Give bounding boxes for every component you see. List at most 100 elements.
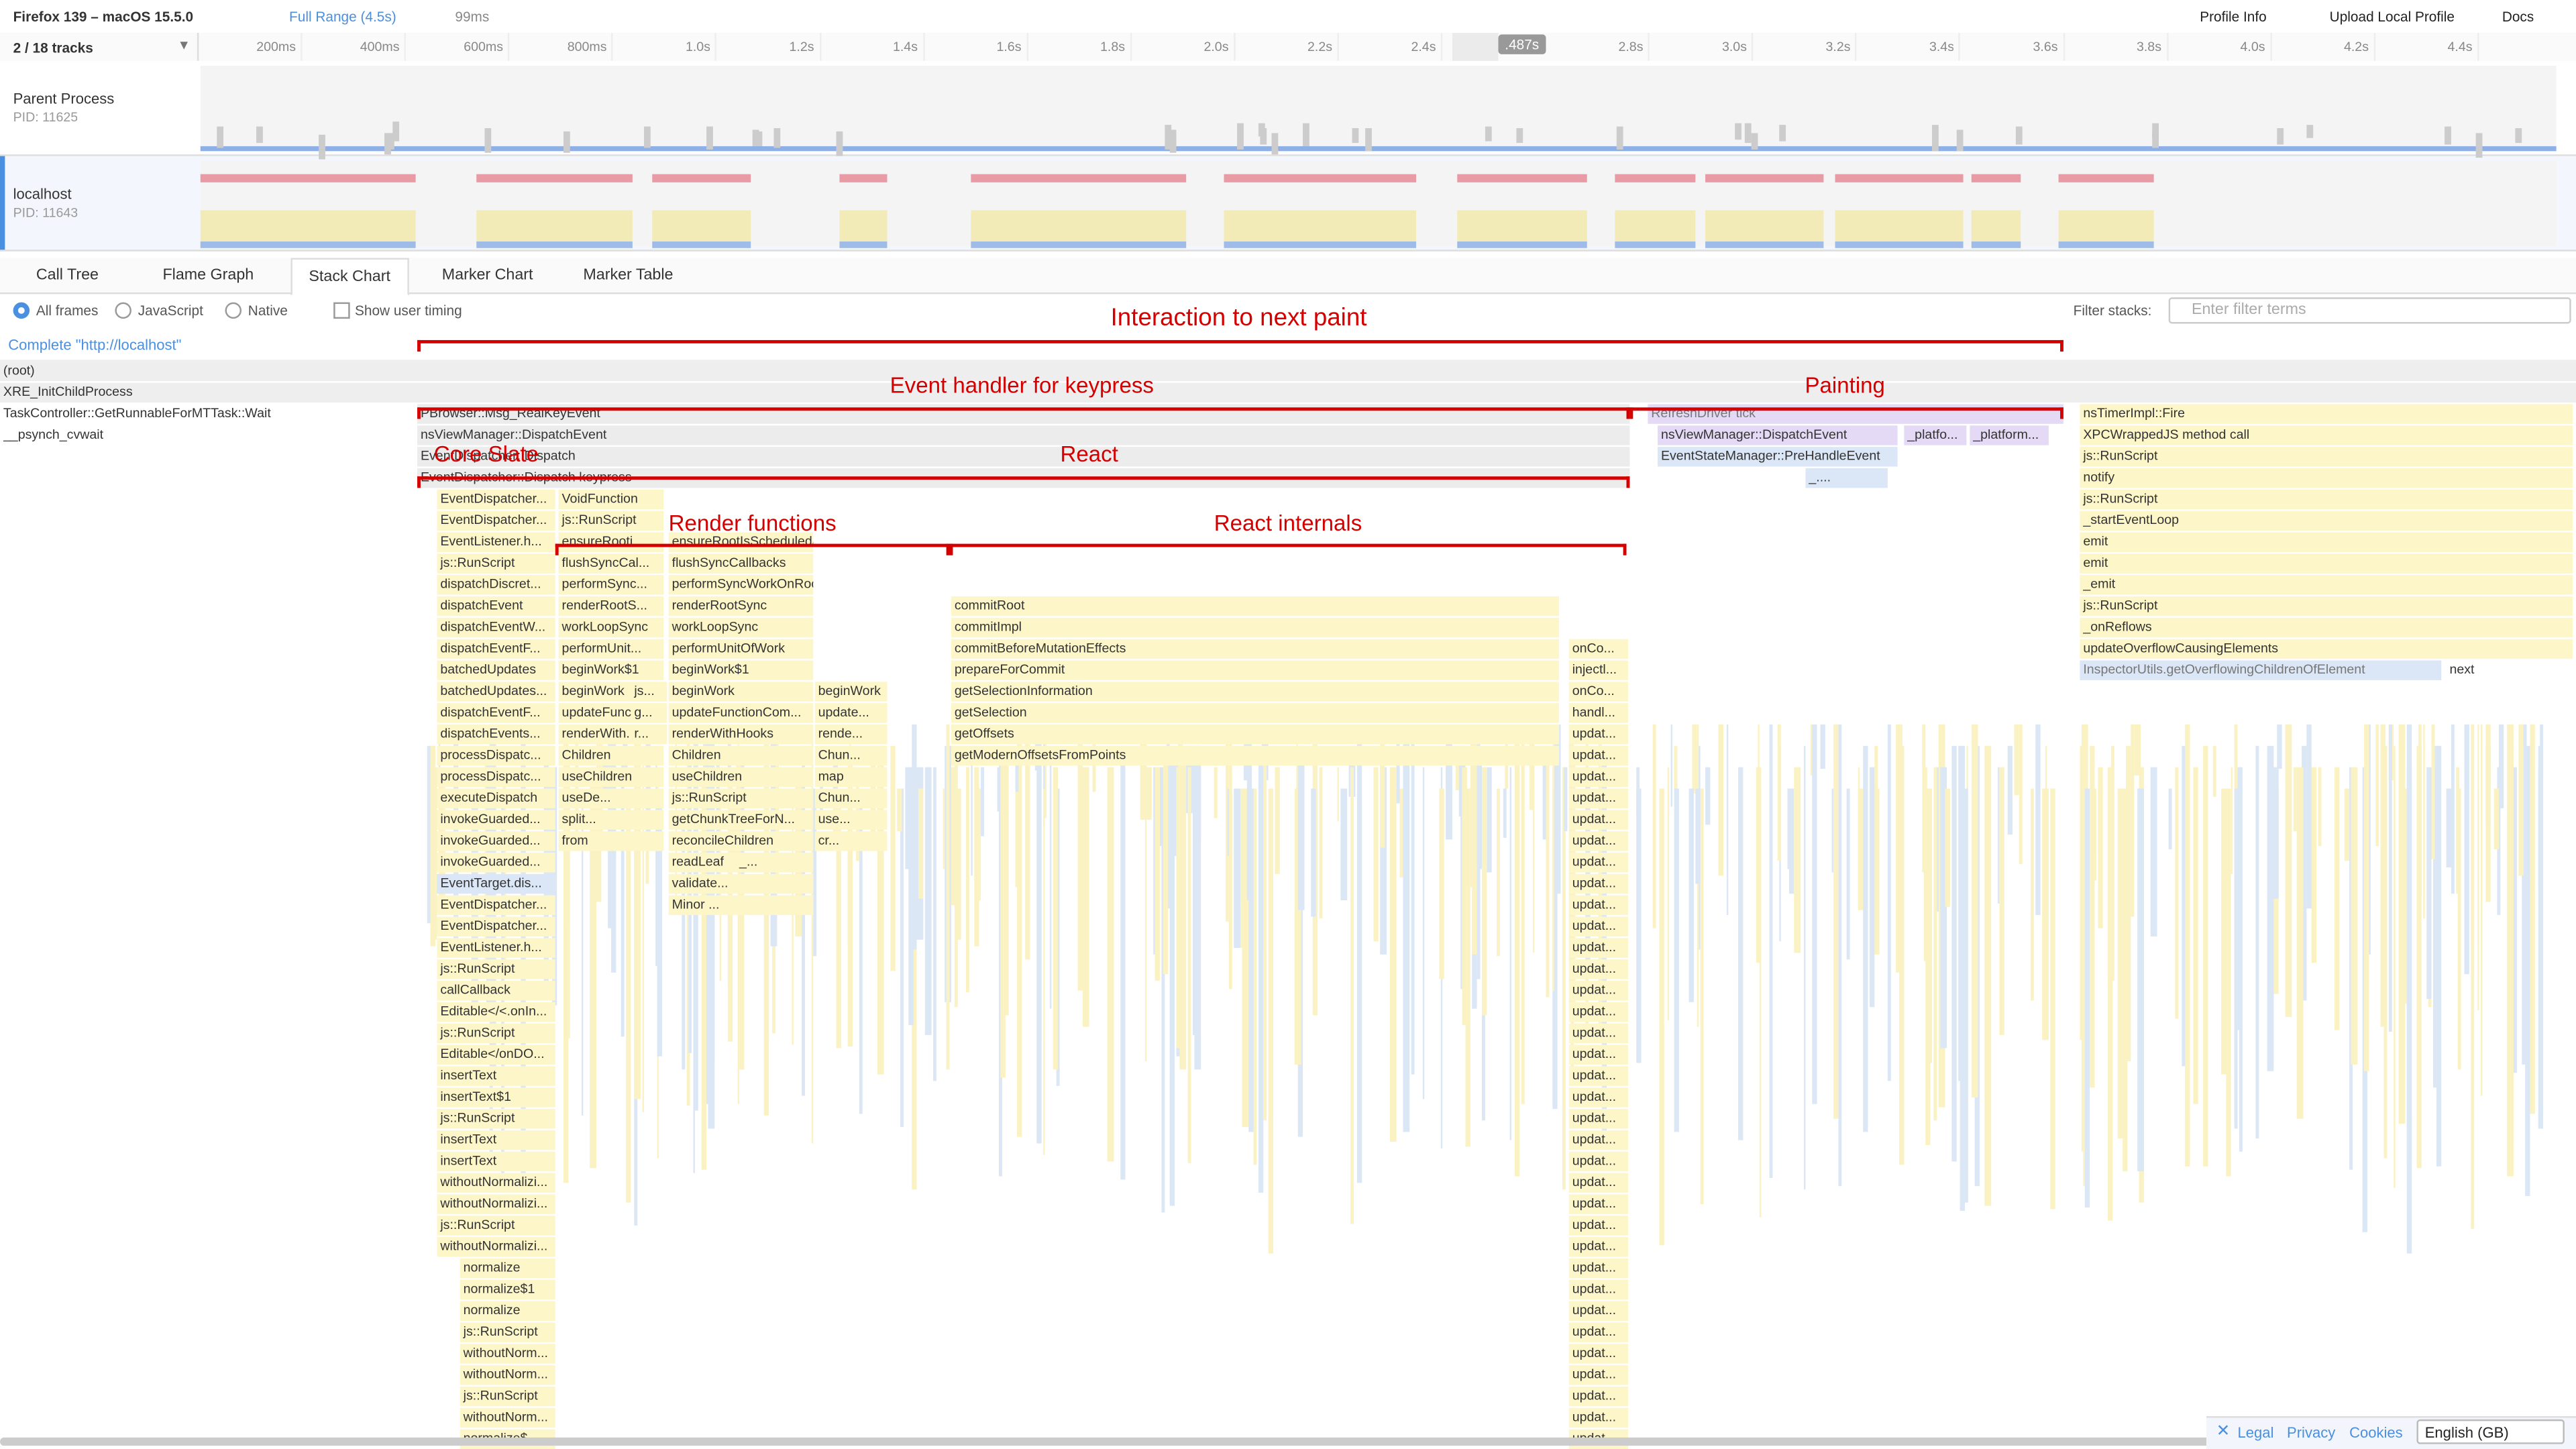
stack-frame[interactable]: EventListener.h... — [437, 938, 555, 958]
stack-frame[interactable]: withoutNorm... — [460, 1365, 555, 1385]
stack-frame[interactable]: _onReflows — [2080, 617, 2573, 638]
stack-frame[interactable]: getSelection — [951, 703, 1560, 723]
radio[interactable] — [13, 302, 30, 319]
stack-frame[interactable]: r... — [631, 724, 667, 745]
language-label[interactable]: English (GB) — [2424, 1424, 2509, 1441]
stack-frame[interactable]: prepareForCommit — [951, 660, 1560, 680]
frame[interactable]: (root) — [3, 363, 35, 378]
stack-frame[interactable]: performSync... — [558, 575, 664, 595]
stack-frame[interactable]: dispatchDiscret... — [437, 575, 555, 595]
stack-frame[interactable]: EventStateManager::PreHandleEvent — [1658, 447, 1898, 467]
stack-frame[interactable]: normalize — [460, 1301, 555, 1321]
stack-frame[interactable]: EventDispatcher... — [437, 895, 555, 916]
stack-frame[interactable]: next — [2446, 660, 2561, 680]
stack-frame[interactable]: updat... — [1568, 853, 1628, 873]
stack-frame[interactable]: notify — [2080, 468, 2573, 488]
stack-frame[interactable]: updat... — [1568, 1194, 1628, 1214]
filter-placeholder[interactable]: Enter filter terms — [2191, 301, 2306, 319]
stack-frame[interactable]: normalize — [460, 1258, 555, 1279]
stack-frame[interactable]: withoutNormalizi... — [437, 1237, 555, 1257]
stack-frame[interactable]: dispatchEvents... — [437, 724, 555, 745]
stack-frame[interactable]: js::RunScript — [668, 788, 814, 808]
stack-frame[interactable]: performUnit... — [558, 639, 664, 659]
stack-frame[interactable]: updat... — [1568, 1066, 1628, 1086]
stack-frame[interactable]: beginWork — [814, 682, 888, 702]
checkbox-label[interactable]: Show user timing — [354, 302, 462, 319]
stack-frame[interactable]: updat... — [1568, 1386, 1628, 1407]
stack-frame[interactable]: js::RunScript — [460, 1386, 555, 1407]
stack-frame[interactable]: batchedUpdates — [437, 660, 555, 680]
stack-frame[interactable]: _.... — [1805, 468, 1888, 488]
radio-label[interactable]: JavaScript — [138, 302, 203, 319]
stack-frame[interactable]: flushSyncCal... — [558, 553, 664, 574]
stack-frame[interactable]: updat... — [1568, 745, 1628, 766]
stack-frame[interactable]: js::RunScript — [2080, 596, 2573, 616]
stack-frame[interactable]: onCo... — [1568, 682, 1628, 702]
stack-frame[interactable]: commitBeforeMutationEffects — [951, 639, 1560, 659]
stack-frame[interactable]: map — [814, 767, 888, 788]
stack-frame[interactable]: _startEventLoop — [2080, 511, 2573, 531]
stack-frame[interactable]: InspectorUtils.getOverflowingChildrenOfE… — [2080, 660, 2442, 680]
stack-frame[interactable]: VoidFunction — [558, 489, 664, 510]
tab[interactable]: Call Tree — [36, 266, 99, 284]
breadcrumb[interactable]: Complete "http://localhost" — [8, 337, 182, 354]
stack-frame[interactable]: insertText — [437, 1066, 555, 1086]
track-name[interactable]: Parent Process — [13, 90, 115, 107]
stack-frame[interactable]: processDispatc... — [437, 767, 555, 788]
radio-label[interactable]: All frames — [36, 302, 99, 319]
tab[interactable]: Marker Table — [583, 266, 674, 284]
stack-frame[interactable]: withoutNorm... — [460, 1344, 555, 1364]
stack-frame[interactable]: updateFunctionCom... — [668, 703, 814, 723]
upload-profile[interactable]: Upload Local Profile — [2329, 8, 2455, 25]
stack-frame[interactable]: Chun... — [814, 745, 888, 766]
stack-frame[interactable]: getOffsets — [951, 724, 1560, 745]
frame[interactable]: XRE_InitChildProcess — [3, 384, 133, 400]
footer-link[interactable]: Cookies — [2349, 1424, 2403, 1441]
stack-frame[interactable]: dispatchEvent — [437, 596, 555, 616]
stack-frame[interactable]: dispatchEventW... — [437, 617, 555, 638]
stack-frame[interactable]: updat... — [1568, 767, 1628, 788]
stack-frame[interactable]: workLoopSync — [668, 617, 814, 638]
stack-frame[interactable]: emit — [2080, 532, 2573, 552]
stack-frame[interactable]: js::RunScript — [460, 1322, 555, 1342]
stack-frame[interactable]: emit — [2080, 553, 2573, 574]
stack-frame[interactable]: updat... — [1568, 1173, 1628, 1193]
stack-frame[interactable]: beginWork — [668, 682, 814, 702]
stack-frame[interactable]: _platfo... — [1904, 425, 1967, 445]
stack-frame[interactable]: renderWithHooks — [668, 724, 814, 745]
profile-info[interactable]: Profile Info — [2200, 8, 2267, 25]
stack-frame[interactable]: executeDispatch — [437, 788, 555, 808]
stack-frame[interactable]: Children — [668, 745, 814, 766]
stack-frame[interactable]: Minor ... — [668, 895, 814, 916]
frame[interactable]: __psynch_cvwait — [3, 427, 104, 442]
stack-frame[interactable]: updat... — [1568, 1407, 1628, 1428]
filter-input[interactable] — [2168, 297, 2571, 324]
stack-frame[interactable]: from — [558, 831, 664, 851]
stack-frame[interactable]: injectl... — [1568, 660, 1628, 680]
stack-frame[interactable]: _platform... — [1970, 425, 2049, 445]
stack-frame[interactable]: cr... — [814, 831, 888, 851]
stack-frame[interactable]: updat... — [1568, 1216, 1628, 1236]
stack-frame[interactable]: g... — [631, 703, 667, 723]
stack-frame[interactable]: updat... — [1568, 1023, 1628, 1044]
docs-link[interactable]: Docs — [2502, 8, 2534, 25]
stack-frame[interactable]: EventDispatcher::Dispatch — [417, 447, 1630, 467]
stack-frame[interactable]: use... — [814, 810, 888, 830]
stack-frame[interactable]: updat... — [1568, 831, 1628, 851]
stack-frame[interactable]: Editable</onDO... — [437, 1044, 555, 1065]
stack-frame[interactable]: updat... — [1568, 1344, 1628, 1364]
stack-frame[interactable]: invokeGuarded... — [437, 831, 555, 851]
stack-frame[interactable]: getChunkTreeForN... — [668, 810, 814, 830]
stack-frame[interactable]: js::RunScript — [558, 511, 664, 531]
stack-frame[interactable]: commitImpl — [951, 617, 1560, 638]
stack-frame[interactable]: updat... — [1568, 1279, 1628, 1300]
stack-frame[interactable]: updat... — [1568, 895, 1628, 916]
stack-frame[interactable]: _... — [736, 853, 802, 873]
stack-frame[interactable]: updat... — [1568, 1151, 1628, 1172]
stack-frame[interactable]: updat... — [1568, 810, 1628, 830]
stack-frame[interactable]: workLoopSync — [558, 617, 664, 638]
stack-frame[interactable]: updat... — [1568, 959, 1628, 979]
stack-frame[interactable]: js::RunScript — [437, 959, 555, 979]
track-name[interactable]: localhost — [13, 185, 72, 203]
stack-frame[interactable]: getModernOffsetsFromPoints — [951, 745, 1560, 766]
